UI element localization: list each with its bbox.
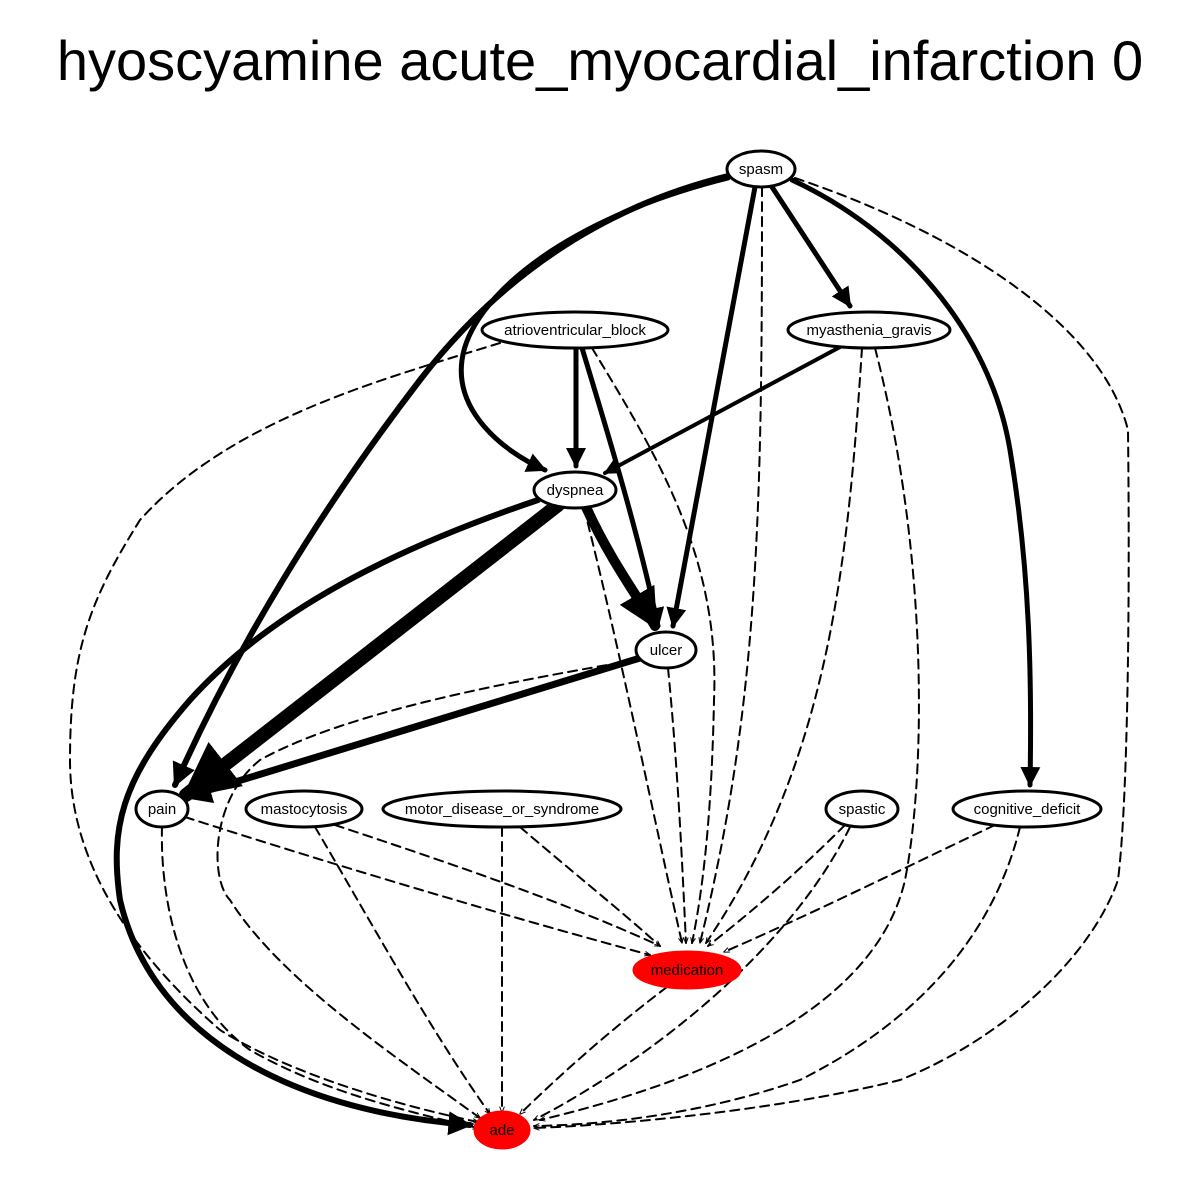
node-label-cognitive_deficit: cognitive_deficit bbox=[974, 801, 1082, 818]
edge-spasm-to-cognitive_deficit bbox=[789, 177, 1041, 788]
edge-dyspnea-to-pain bbox=[179, 498, 565, 802]
edges-layer bbox=[68, 173, 1130, 1136]
node-shape-spasm bbox=[725, 149, 797, 189]
node-mastocytosis: mastocytosis bbox=[244, 789, 364, 829]
edge-mastocytosis-to-ade bbox=[314, 826, 490, 1114]
node-spasm: spasm bbox=[725, 149, 797, 189]
node-shape-ulcer bbox=[634, 630, 698, 670]
edge-spasm-to-ulcer bbox=[666, 184, 758, 629]
node-label-myasthenia_gravis: myasthenia_gravis bbox=[806, 322, 931, 339]
edge-spasm-to-dyspnea bbox=[458, 175, 731, 473]
node-shape-cognitive_deficit bbox=[951, 789, 1103, 829]
edge-atrioventricular_block-to-medication bbox=[591, 347, 716, 943]
node-shape-dyspnea bbox=[532, 470, 618, 510]
edge-myasthenia_gravis-to-ade bbox=[540, 347, 920, 1120]
node-shape-ade bbox=[473, 1110, 531, 1150]
edge-spasm-to-ade bbox=[533, 177, 1130, 1128]
edge-cognitive_deficit-to-ade bbox=[533, 826, 1021, 1126]
edge-ulcer-to-medication bbox=[667, 667, 686, 944]
node-ade: ade bbox=[473, 1110, 531, 1150]
node-label-atrioventricular_block: atrioventricular_block bbox=[504, 322, 646, 339]
edge-pain-to-medication bbox=[184, 816, 650, 955]
node-label-dyspnea: dyspnea bbox=[547, 482, 604, 499]
edge-atrioventricular_block-to-ade bbox=[68, 342, 501, 1122]
edge-mastocytosis-to-medication bbox=[334, 824, 660, 947]
node-shape-motor_disease_or_syndrome bbox=[381, 789, 623, 829]
node-ulcer: ulcer bbox=[634, 630, 698, 670]
edge-myasthenia_gravis-to-medication bbox=[706, 347, 863, 943]
node-shape-medication bbox=[632, 950, 742, 990]
node-dyspnea: dyspnea bbox=[532, 470, 618, 510]
edge-spastic-to-ade bbox=[534, 826, 851, 1121]
node-atrioventricular_block: atrioventricular_block bbox=[480, 310, 670, 350]
edge-motor_disease_or_syndrome-to-medication bbox=[519, 826, 660, 946]
edge-spasm-to-pain bbox=[172, 173, 731, 788]
edge-myasthenia_gravis-to-dyspnea bbox=[603, 345, 842, 475]
node-motor_disease_or_syndrome: motor_disease_or_syndrome bbox=[381, 789, 623, 829]
node-label-ade: ade bbox=[489, 1122, 514, 1139]
node-label-spasm: spasm bbox=[739, 161, 783, 178]
node-shape-pain bbox=[134, 789, 190, 829]
node-label-medication: medication bbox=[651, 962, 724, 979]
edge-spastic-to-medication bbox=[708, 824, 846, 946]
node-spastic: spastic bbox=[824, 789, 900, 829]
node-pain: pain bbox=[134, 789, 190, 829]
edge-dyspnea-to-medication bbox=[583, 507, 682, 943]
node-label-mastocytosis: mastocytosis bbox=[261, 801, 348, 818]
node-medication: medication bbox=[632, 950, 742, 990]
node-shape-atrioventricular_block bbox=[480, 310, 670, 350]
edge-spasm-to-myasthenia_gravis bbox=[769, 184, 853, 309]
node-label-motor_disease_or_syndrome: motor_disease_or_syndrome bbox=[405, 801, 599, 818]
edge-pain-to-ade bbox=[160, 826, 478, 1128]
node-shape-myasthenia_gravis bbox=[786, 310, 952, 350]
node-label-spastic: spastic bbox=[839, 801, 886, 818]
edge-ulcer-to-ade bbox=[216, 659, 637, 1118]
node-shape-mastocytosis bbox=[244, 789, 364, 829]
edge-cognitive_deficit-to-medication bbox=[724, 824, 996, 953]
diagram-title: hyoscyamine acute_myocardial_infarction … bbox=[56, 29, 1144, 92]
edge-spasm-to-medication bbox=[700, 186, 763, 943]
node-label-pain: pain bbox=[148, 801, 176, 818]
node-cognitive_deficit: cognitive_deficit bbox=[951, 789, 1103, 829]
nodes-layer: spasm atrioventricular_block myasthenia_gr… bbox=[134, 149, 1103, 1150]
node-myasthenia_gravis: myasthenia_gravis bbox=[786, 310, 952, 350]
edge-medication-to-ade bbox=[520, 986, 668, 1114]
edge-dyspnea-to-ade bbox=[113, 497, 541, 1136]
node-shape-spastic bbox=[824, 789, 900, 829]
node-label-ulcer: ulcer bbox=[650, 642, 683, 659]
edge-ulcer-to-pain bbox=[182, 654, 644, 804]
edge-dyspnea-to-ulcer bbox=[581, 502, 660, 631]
